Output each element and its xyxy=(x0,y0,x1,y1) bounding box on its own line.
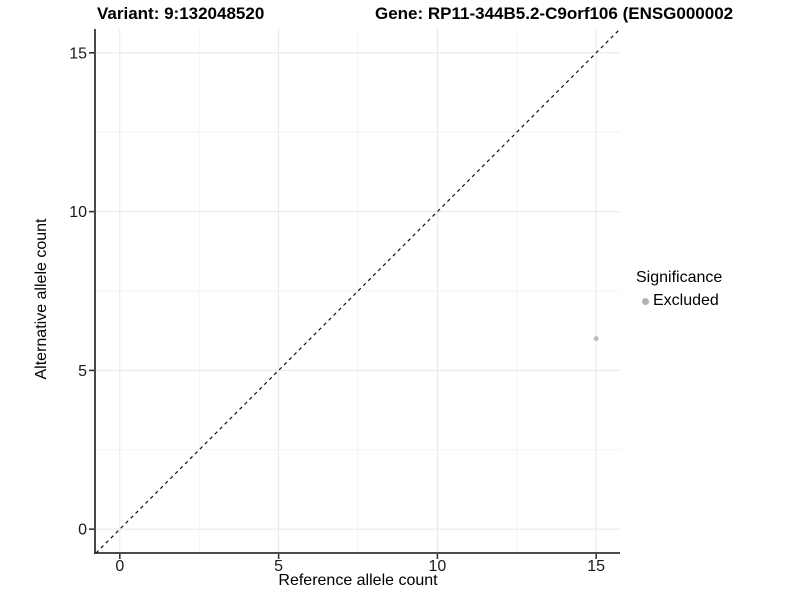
legend-key-point-icon xyxy=(642,297,649,305)
x-tick-label: 10 xyxy=(428,558,446,575)
legend-item-label: Excluded xyxy=(653,292,719,309)
y-tick-label: 0 xyxy=(78,522,87,539)
x-tick-label: 5 xyxy=(274,558,283,575)
x-tick-label: 15 xyxy=(587,558,605,575)
x-tick-label: 0 xyxy=(115,558,124,575)
plot-title-gene: Gene: RP11-344B5.2-C9orf106 (ENSG000002 xyxy=(375,4,734,23)
y-tick-label: 15 xyxy=(69,45,87,62)
plot-title-variant: Variant: 9:132048520 xyxy=(97,4,265,23)
legend-item-excluded: Excluded xyxy=(636,292,722,310)
data-point xyxy=(593,336,599,342)
identity-dashed-line xyxy=(95,28,621,554)
y-axis-title: Alternative allele count xyxy=(33,218,50,380)
y-tick-label: 5 xyxy=(78,363,87,380)
y-tick-label: 10 xyxy=(69,204,87,221)
x-axis-title: Reference allele count xyxy=(278,572,438,589)
legend: Significance Excluded xyxy=(636,268,722,310)
legend-title: Significance xyxy=(636,269,723,286)
